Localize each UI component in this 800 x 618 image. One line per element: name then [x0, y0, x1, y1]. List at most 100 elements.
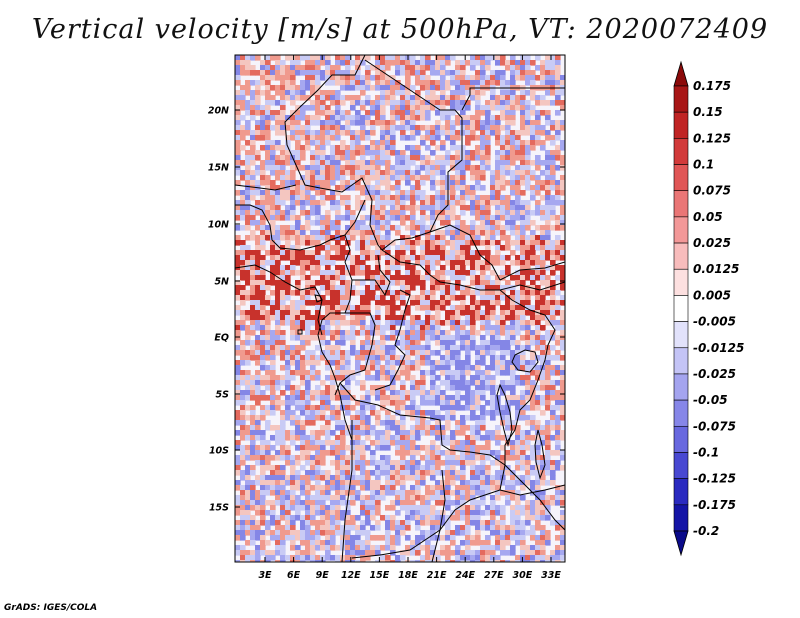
field-cell: [425, 130, 431, 136]
field-cell: [425, 80, 431, 86]
field-cell: [390, 165, 396, 171]
field-cell: [430, 265, 436, 271]
field-cell: [260, 180, 266, 186]
field-cell: [265, 115, 271, 121]
field-cell: [470, 500, 476, 506]
field-cell: [530, 415, 536, 421]
field-cell: [470, 415, 476, 421]
field-cell: [415, 435, 421, 441]
field-cell: [330, 255, 336, 261]
field-cell: [305, 170, 311, 176]
field-cell: [255, 355, 261, 361]
field-cell: [555, 305, 561, 311]
field-cell: [520, 410, 526, 416]
field-cell: [530, 485, 536, 491]
field-cell: [470, 125, 476, 131]
field-cell: [360, 60, 366, 66]
field-cell: [235, 485, 241, 491]
field-cell: [470, 460, 476, 466]
field-cell: [265, 145, 271, 151]
field-cell: [480, 140, 486, 146]
field-cell: [375, 375, 381, 381]
field-cell: [490, 180, 496, 186]
field-cell: [425, 225, 431, 231]
field-cell: [280, 495, 286, 501]
field-cell: [400, 290, 406, 296]
field-cell: [515, 190, 521, 196]
field-cell: [355, 350, 361, 356]
field-cell: [500, 170, 506, 176]
field-cell: [410, 95, 416, 101]
field-cell: [400, 255, 406, 261]
field-cell: [360, 105, 366, 111]
field-cell: [375, 195, 381, 201]
field-cell: [250, 180, 256, 186]
field-cell: [315, 455, 321, 461]
field-cell: [510, 190, 516, 196]
field-cell: [430, 510, 436, 516]
field-cell: [300, 310, 306, 316]
field-cell: [450, 375, 456, 381]
field-cell: [400, 480, 406, 486]
field-cell: [325, 90, 331, 96]
field-cell: [290, 75, 296, 81]
field-cell: [430, 135, 436, 141]
field-cell: [330, 280, 336, 286]
field-cell: [305, 165, 311, 171]
field-cell: [480, 335, 486, 341]
field-cell: [440, 130, 446, 136]
field-cell: [260, 210, 266, 216]
field-cell: [465, 230, 471, 236]
field-cell: [340, 75, 346, 81]
field-cell: [500, 150, 506, 156]
field-cell: [525, 185, 531, 191]
field-cell: [300, 520, 306, 526]
field-cell: [365, 225, 371, 231]
field-cell: [370, 390, 376, 396]
field-cell: [250, 160, 256, 166]
field-cell: [515, 260, 521, 266]
field-cell: [320, 440, 326, 446]
field-cell: [455, 405, 461, 411]
field-cell: [495, 385, 501, 391]
field-cell: [430, 410, 436, 416]
field-cell: [500, 295, 506, 301]
field-cell: [350, 230, 356, 236]
field-cell: [240, 450, 246, 456]
field-cell: [360, 220, 366, 226]
field-cell: [335, 340, 341, 346]
field-cell: [350, 465, 356, 471]
field-cell: [480, 310, 486, 316]
field-cell: [510, 220, 516, 226]
field-cell: [310, 155, 316, 161]
field-cell: [480, 450, 486, 456]
field-cell: [515, 380, 521, 386]
field-cell: [270, 270, 276, 276]
field-cell: [505, 125, 511, 131]
field-cell: [285, 415, 291, 421]
field-cell: [305, 75, 311, 81]
field-cell: [500, 200, 506, 206]
field-cell: [255, 345, 261, 351]
field-cell: [380, 350, 386, 356]
field-cell: [505, 335, 511, 341]
field-cell: [550, 315, 556, 321]
field-cell: [485, 430, 491, 436]
field-cell: [275, 235, 281, 241]
field-cell: [530, 320, 536, 326]
field-cell: [275, 130, 281, 136]
field-cell: [390, 500, 396, 506]
field-cell: [470, 390, 476, 396]
field-cell: [340, 475, 346, 481]
field-cell: [300, 110, 306, 116]
field-cell: [260, 195, 266, 201]
field-cell: [280, 415, 286, 421]
field-cell: [370, 285, 376, 291]
field-cell: [295, 315, 301, 321]
field-cell: [300, 425, 306, 431]
field-cell: [495, 255, 501, 261]
field-cell: [255, 220, 261, 226]
field-cell: [455, 250, 461, 256]
field-cell: [365, 190, 371, 196]
field-cell: [560, 415, 565, 421]
